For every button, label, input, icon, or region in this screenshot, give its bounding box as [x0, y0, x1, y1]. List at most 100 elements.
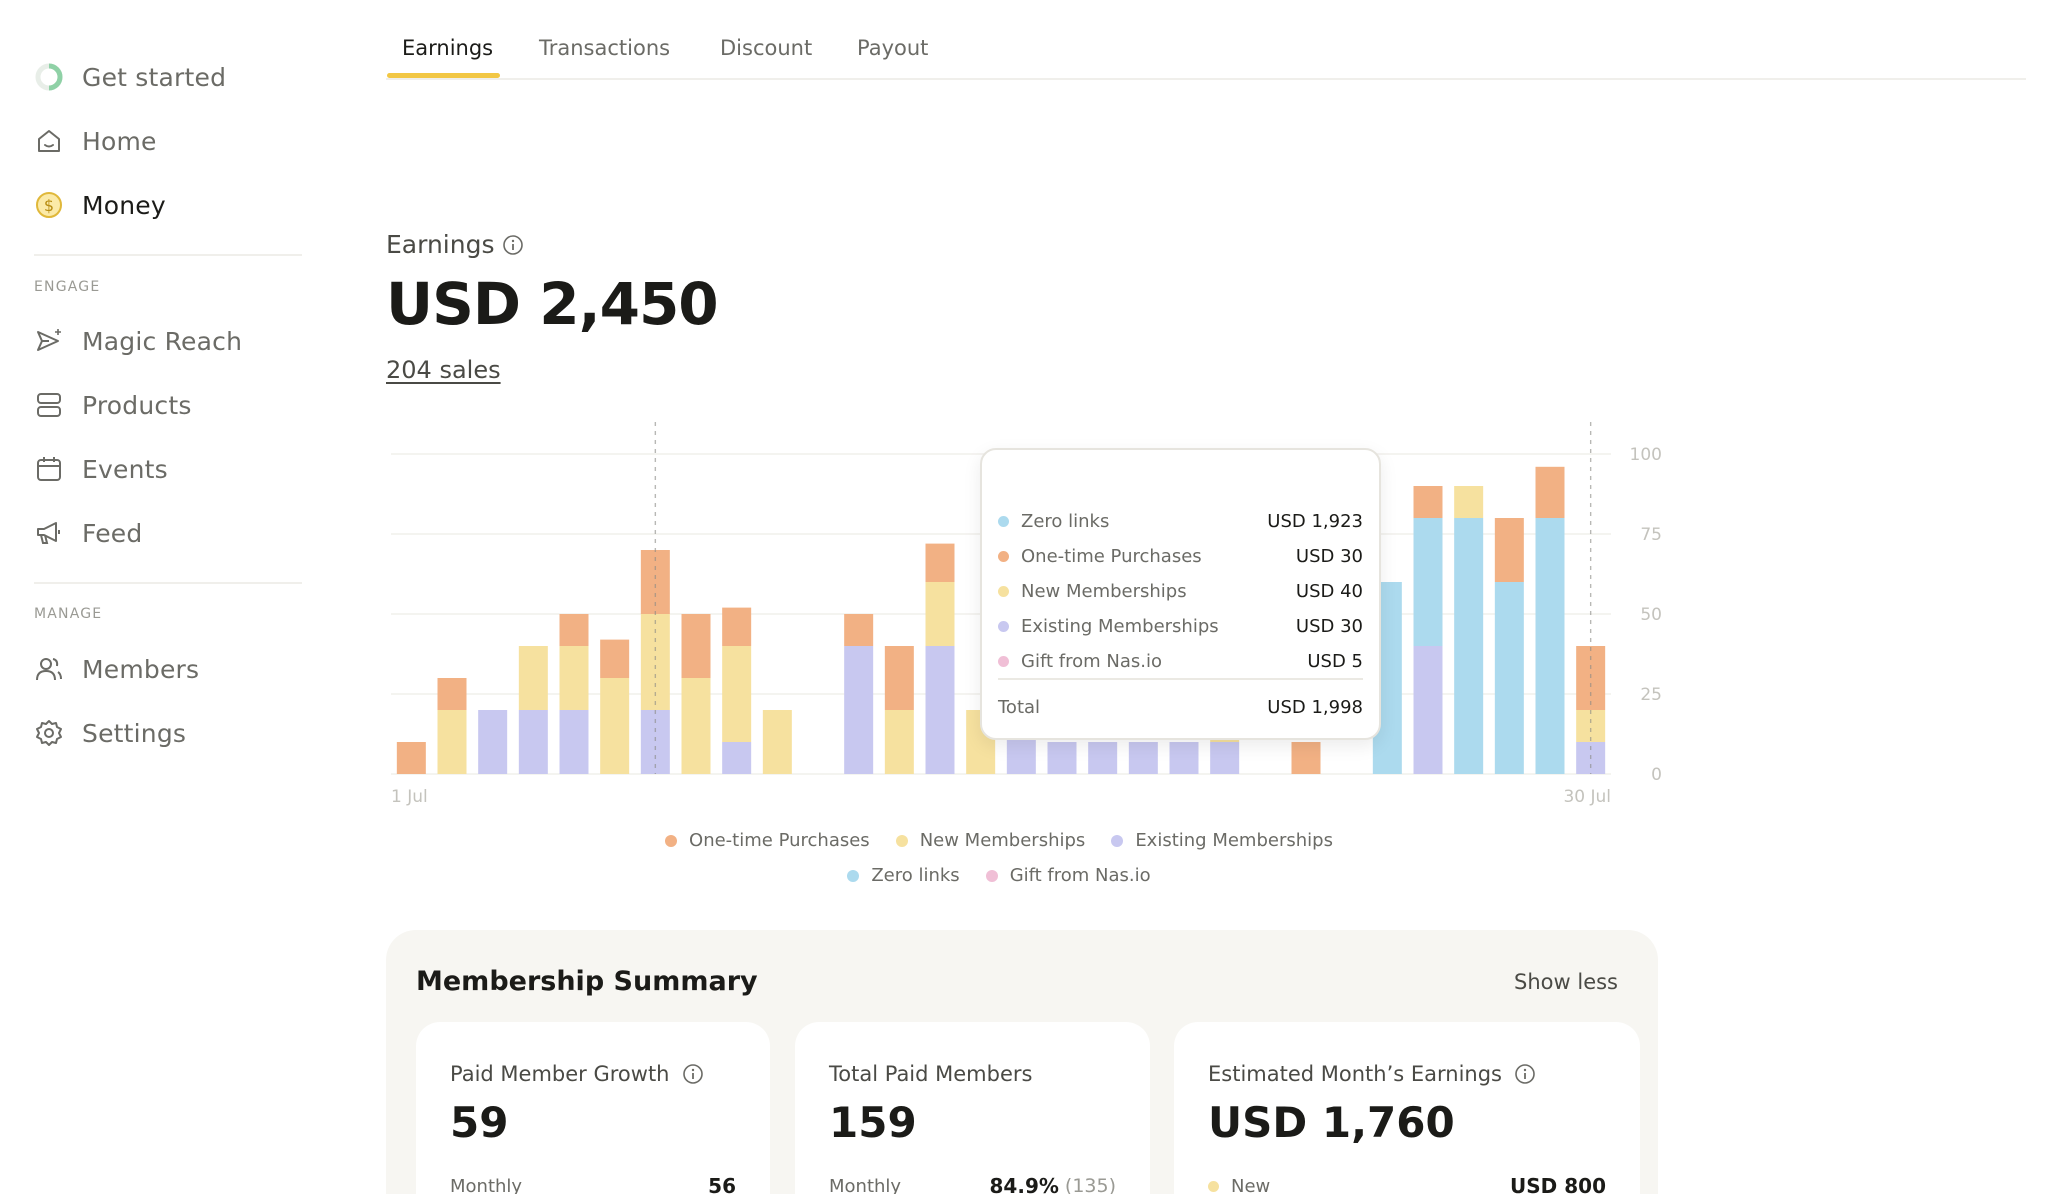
legend-item[interactable]: One-time Purchases: [665, 830, 870, 851]
x-tick-label: 30 Jul: [1563, 787, 1611, 807]
sidebar-item-events[interactable]: Events: [34, 449, 168, 489]
sidebar-item-money[interactable]: $ Money: [34, 185, 166, 225]
info-icon[interactable]: [1514, 1063, 1536, 1085]
sidebar-item-label: Events: [82, 454, 168, 484]
sidebar: Get started Home $ Money ENGAGE Magic Re…: [0, 0, 330, 1194]
chart-legend-row-2: Zero links Gift from Nas.io: [386, 865, 1612, 886]
bar-segment-one-time: [1413, 486, 1443, 518]
bar-segment-one-time: [844, 614, 874, 646]
bar-segment-new-memberships: [884, 710, 914, 774]
legend-label: New Memberships: [919, 830, 1086, 851]
sidebar-item-get-started[interactable]: Get started: [34, 57, 226, 97]
card-title-text: Estimated Month’s Earnings: [1208, 1062, 1502, 1086]
bar-segment-new-memberships: [722, 646, 752, 742]
zero-links-dot: [998, 515, 1009, 527]
sidebar-item-feed[interactable]: Feed: [34, 513, 142, 553]
card-footer: New USD 800: [1208, 1174, 1606, 1194]
card-footer-value: USD 800: [1510, 1174, 1606, 1194]
card-footer-label: Monthly: [450, 1175, 523, 1194]
sidebar-item-label: Money: [82, 190, 166, 220]
new-memberships-dot: [998, 585, 1009, 597]
tab-earnings[interactable]: Earnings: [402, 36, 494, 60]
card-footer-label: New: [1208, 1176, 1510, 1194]
total-paid-members-card: Total Paid Members 159 Monthly 84.9% (13…: [795, 1022, 1150, 1194]
earnings-label: Earnings: [386, 230, 495, 259]
show-less-button[interactable]: Show less: [1514, 970, 1618, 994]
zero-links-dot: [847, 869, 860, 882]
tooltip-row-label: New Memberships: [1021, 580, 1187, 602]
tab-discount[interactable]: Discount: [720, 36, 813, 60]
legend-item[interactable]: Existing Memberships: [1111, 830, 1333, 851]
bar-segment-new-memberships: [518, 646, 548, 710]
sidebar-item-members[interactable]: Members: [34, 649, 199, 689]
dollar-coin-icon: $: [34, 190, 64, 220]
earnings-heading: Earnings: [386, 230, 524, 259]
tooltip-row-value: USD 30: [1295, 615, 1363, 637]
sidebar-item-settings[interactable]: Settings: [34, 713, 186, 753]
info-icon[interactable]: [502, 234, 524, 256]
bar-segment-one-time: [437, 678, 467, 710]
active-tab-indicator: [387, 73, 500, 78]
legend-label: Gift from Nas.io: [1009, 865, 1151, 886]
sidebar-item-label: Settings: [82, 718, 187, 748]
chart-legend-row-1: One-time Purchases New Memberships Exist…: [386, 830, 1612, 851]
card-footer: Monthly 84.9% (135): [829, 1174, 1116, 1194]
card-footer-subvalue: (135): [1064, 1175, 1116, 1194]
bar-segment-existing-memberships: [844, 646, 874, 774]
existing-memberships-dot: [1111, 834, 1124, 847]
legend-item[interactable]: Zero links: [847, 865, 960, 886]
tooltip-row-label: One-time Purchases: [1021, 545, 1202, 567]
legend-item[interactable]: New Memberships: [895, 830, 1086, 851]
new-memberships-dot: [895, 834, 908, 847]
gift-dot: [998, 655, 1009, 667]
bar-segment-new-memberships: [1454, 486, 1484, 518]
info-icon[interactable]: [682, 1063, 704, 1085]
card-footer-label: Monthly: [829, 1175, 902, 1194]
bar-segment-new-memberships: [600, 678, 630, 774]
bar-segment-new-memberships: [559, 646, 589, 710]
tab-transactions[interactable]: Transactions: [539, 36, 671, 60]
tooltip-row: Zero links USD 1,923: [998, 507, 1363, 535]
section-manage: MANAGE: [34, 606, 103, 622]
products-icon: [34, 390, 64, 420]
y-tick-label: 25: [1640, 685, 1662, 705]
bar-segment-zero-links: [1494, 582, 1524, 774]
card-footer-value: 84.9%: [989, 1174, 1059, 1194]
bar-segment-existing-memberships: [1169, 742, 1199, 774]
sidebar-item-home[interactable]: Home: [34, 121, 157, 161]
bar-segment-new-memberships: [925, 582, 955, 646]
new-dot: [1208, 1180, 1219, 1192]
section-engage: ENGAGE: [34, 279, 101, 295]
card-value: USD 1,760: [1208, 1098, 1455, 1147]
card-title: Total Paid Members: [829, 1062, 1032, 1086]
bar-segment-one-time: [1535, 466, 1565, 518]
members-icon: [34, 654, 64, 684]
y-tick-label: 0: [1651, 765, 1662, 785]
sidebar-item-products[interactable]: Products: [34, 385, 192, 425]
sidebar-item-magic-reach[interactable]: Magic Reach: [34, 321, 242, 361]
tab-payout[interactable]: Payout: [857, 36, 929, 60]
sidebar-item-label: Products: [82, 390, 192, 420]
x-tick-label: 1 Jul: [391, 787, 428, 807]
earnings-total: USD 2,450: [386, 270, 719, 338]
bar-segment-new-memberships: [681, 678, 711, 774]
chart-tooltip: Zero links USD 1,923 One-time Purchases …: [980, 448, 1381, 740]
membership-summary-panel: Membership Summary Show less Paid Member…: [386, 930, 1658, 1194]
tooltip-row-value: USD 30: [1295, 545, 1363, 567]
bar-segment-existing-memberships: [1047, 742, 1077, 774]
legend-label: Existing Memberships: [1135, 830, 1333, 851]
legend-item[interactable]: Gift from Nas.io: [985, 865, 1151, 886]
bar-segment-one-time: [1494, 518, 1524, 582]
sidebar-divider: [34, 582, 302, 584]
sidebar-item-label: Members: [82, 654, 200, 684]
sidebar-item-label: Get started: [82, 62, 227, 92]
tooltip-row-value: USD 40: [1295, 580, 1363, 602]
bar-segment-existing-memberships: [722, 742, 752, 774]
sales-count-link[interactable]: 204 sales: [386, 356, 501, 384]
one-time-dot: [665, 834, 678, 847]
card-title: Paid Member Growth: [450, 1062, 704, 1086]
tooltip-row-label: Gift from Nas.io: [1021, 650, 1162, 672]
card-footer: Monthly 56: [450, 1174, 736, 1194]
bar-segment-one-time: [681, 614, 711, 678]
bar-segment-existing-memberships: [478, 710, 508, 774]
